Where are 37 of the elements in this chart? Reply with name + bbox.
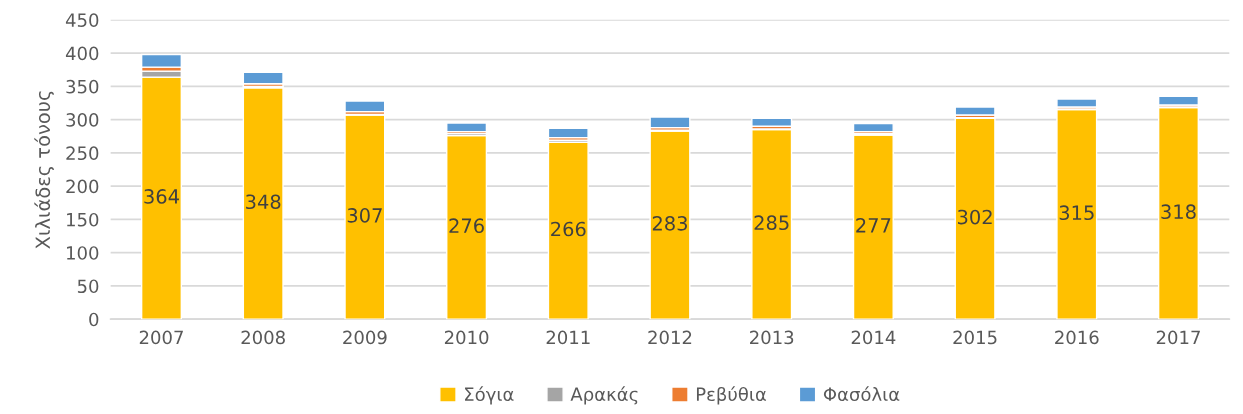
y-tick-label: 450 bbox=[65, 13, 99, 27]
x-tick-label: 2014 bbox=[851, 330, 896, 345]
legend-label: Ρεβύθια bbox=[696, 386, 767, 405]
data-label: 348 bbox=[246, 194, 281, 210]
data-label: 364 bbox=[144, 189, 179, 204]
x-tick-label: 2012 bbox=[648, 330, 692, 345]
data-label: 307 bbox=[347, 208, 382, 223]
legend-label: Αρακάς bbox=[570, 386, 638, 405]
y-tick-label: 100 bbox=[67, 246, 99, 260]
x-tick-label: 2013 bbox=[750, 330, 794, 345]
y-axis-title: Χιλιάδες τόνους bbox=[34, 91, 54, 249]
legend-label: Σόγια bbox=[465, 386, 514, 405]
x-tick-label: 2010 bbox=[444, 330, 489, 345]
data-label: 318 bbox=[1161, 204, 1196, 220]
x-tick-label: 2008 bbox=[241, 330, 285, 345]
y-tick-label: 300 bbox=[66, 113, 99, 127]
y-tick-label: 200 bbox=[66, 179, 99, 194]
x-tick-label: 2015 bbox=[953, 330, 997, 345]
y-tick-label: 50 bbox=[77, 279, 99, 294]
data-label: 302 bbox=[958, 209, 992, 225]
y-tick-label: 350 bbox=[66, 79, 99, 94]
y-tick-label: 250 bbox=[66, 146, 99, 161]
data-label: 315 bbox=[1059, 205, 1094, 221]
data-label: 283 bbox=[652, 216, 687, 231]
x-tick-label: 2007 bbox=[139, 330, 183, 345]
legend-label: Φασόλια bbox=[823, 386, 900, 402]
x-tick-label: 2009 bbox=[343, 330, 387, 345]
data-label: 266 bbox=[551, 221, 586, 237]
x-tick-label: 2016 bbox=[1055, 330, 1099, 345]
data-label: 276 bbox=[449, 218, 484, 234]
y-tick-label: 150 bbox=[67, 212, 99, 227]
y-tick-label: 400 bbox=[65, 46, 99, 61]
y-tick-label: 0 bbox=[89, 312, 99, 327]
data-label: 277 bbox=[856, 218, 891, 233]
x-tick-label: 2011 bbox=[546, 330, 590, 345]
data-label: 285 bbox=[754, 215, 789, 231]
x-tick-label: 2017 bbox=[1156, 330, 1200, 345]
